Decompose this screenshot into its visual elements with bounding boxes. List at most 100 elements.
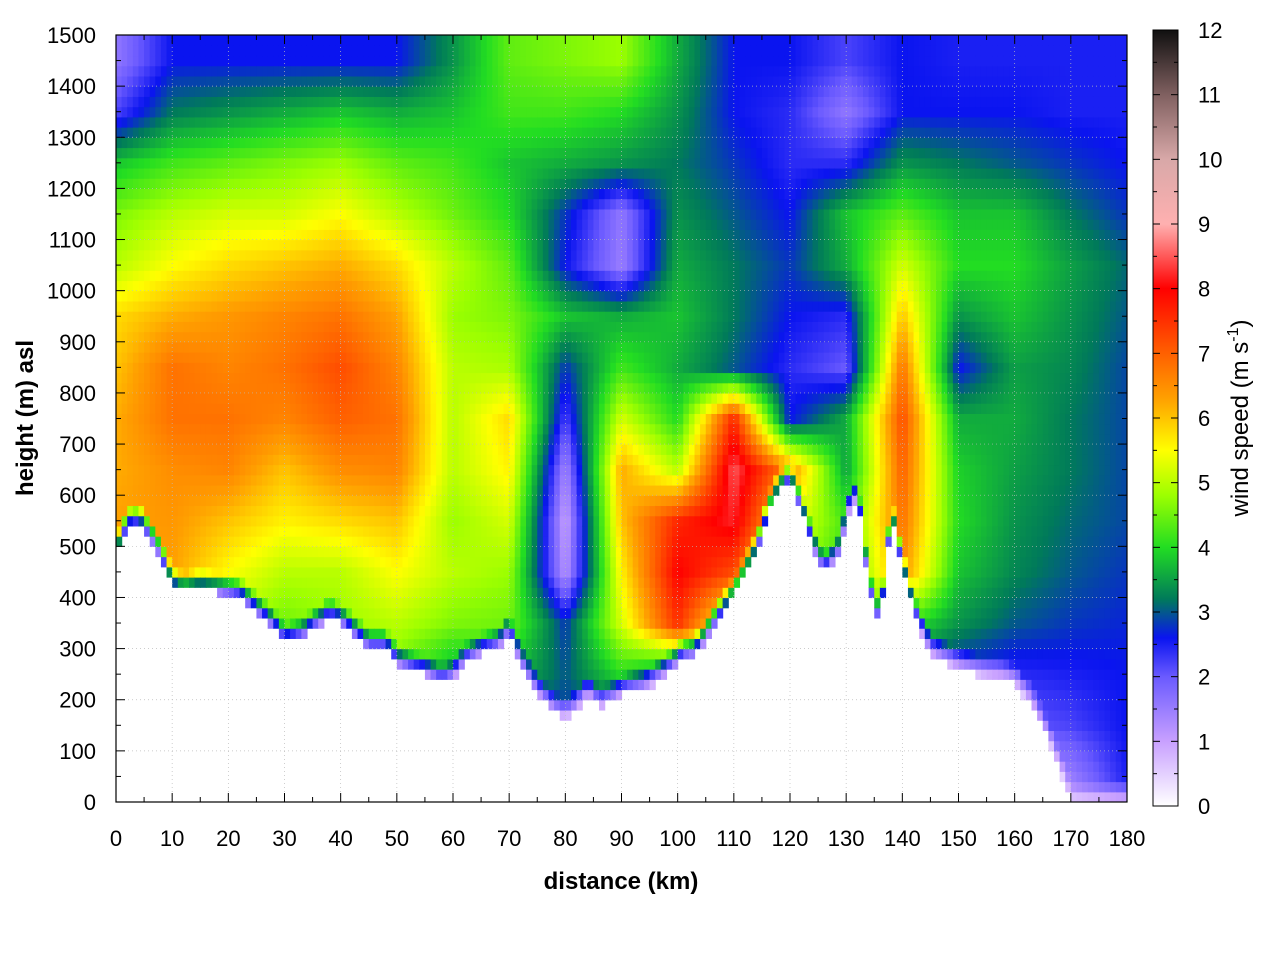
heatmap-cell (357, 515, 364, 527)
heatmap-cell (306, 403, 314, 414)
heatmap-cell (160, 270, 168, 282)
heatmap-cell (582, 137, 589, 149)
heatmap-cell (250, 249, 258, 261)
heatmap-cell (481, 505, 488, 517)
heatmap-cell (458, 352, 465, 363)
heatmap-cell (217, 413, 224, 425)
heatmap-cell (554, 55, 561, 67)
heatmap-cell (239, 249, 246, 261)
heatmap-cell (430, 300, 437, 312)
heatmap-cell (211, 525, 218, 537)
heatmap-cell (172, 331, 179, 343)
heatmap-cell (211, 198, 218, 210)
heatmap-cell (424, 75, 432, 87)
heatmap-cell (509, 321, 516, 333)
heatmap-cell (385, 116, 392, 128)
heatmap-cell (486, 116, 493, 128)
heatmap-cell (312, 403, 319, 414)
heatmap-cell (217, 403, 224, 414)
heatmap-cell (402, 505, 409, 517)
heatmap-cell (385, 444, 392, 455)
heatmap-cell (357, 536, 364, 547)
heatmap-cell (385, 127, 392, 138)
heatmap-cell (458, 454, 465, 466)
heatmap-cell (453, 167, 460, 179)
heatmap-cell (509, 474, 516, 486)
heatmap-cell (205, 311, 213, 322)
heatmap-cell (408, 577, 415, 588)
heatmap-cell (379, 86, 387, 97)
heatmap-cell (256, 495, 263, 507)
heatmap-cell (486, 137, 493, 149)
heatmap-cell (570, 525, 578, 537)
heatmap-cell (172, 35, 179, 46)
heatmap-cell (430, 208, 437, 220)
heatmap-cell (475, 454, 482, 466)
heatmap-cell (509, 392, 516, 404)
heatmap-cell (273, 219, 280, 230)
heatmap-cell (374, 75, 381, 87)
heatmap-cell (250, 444, 258, 455)
heatmap-cell (492, 638, 499, 650)
heatmap-cell (318, 454, 325, 466)
heatmap-cell (121, 444, 128, 455)
heatmap-cell (222, 536, 229, 547)
heatmap-cell (284, 96, 291, 108)
heatmap-cell (172, 423, 179, 435)
heatmap-cell (239, 147, 246, 159)
heatmap-cell (396, 127, 404, 138)
heatmap-cell (200, 372, 207, 384)
heatmap-cell (228, 178, 235, 189)
heatmap-cell (396, 648, 404, 660)
heatmap-cell (368, 536, 375, 547)
heatmap-cell (458, 96, 465, 108)
heatmap-cell (565, 679, 572, 691)
heatmap-cell (116, 474, 123, 486)
heatmap-cell (245, 566, 252, 578)
heatmap-cell (453, 127, 460, 138)
heatmap-cell (424, 178, 432, 189)
heatmap-cell (475, 208, 482, 220)
heatmap-cell (222, 65, 229, 77)
heatmap-cell (144, 321, 151, 333)
heatmap-cell (554, 290, 561, 302)
heatmap-cell (436, 116, 443, 128)
heatmap-cell (228, 433, 235, 445)
heatmap-cell (172, 352, 179, 363)
heatmap-cell (408, 229, 415, 241)
heatmap-cell (312, 331, 319, 343)
heatmap-cell (441, 198, 448, 210)
heatmap-cell (301, 433, 308, 445)
heatmap-cell (497, 474, 505, 486)
heatmap-cell (430, 597, 437, 609)
heatmap-cell (363, 546, 370, 558)
heatmap-cell (267, 300, 274, 312)
heatmap-cell (475, 86, 482, 97)
heatmap-cell (323, 484, 331, 496)
heatmap-cell (587, 689, 595, 701)
heatmap-cell (357, 55, 364, 67)
heatmap-cell (379, 628, 387, 639)
heatmap-cell (183, 55, 190, 67)
heatmap-cell (441, 352, 448, 363)
heatmap-cell (149, 229, 156, 241)
heatmap-cell (267, 331, 274, 343)
heatmap-cell (441, 321, 448, 333)
heatmap-cell (554, 157, 561, 169)
heatmap-cell (166, 96, 173, 108)
heatmap-cell (278, 628, 286, 639)
heatmap-cell (565, 229, 572, 241)
heatmap-cell (357, 464, 364, 476)
heatmap-cell (228, 566, 235, 578)
heatmap-cell (278, 311, 286, 322)
heatmap-cell (520, 392, 527, 404)
heatmap-cell (329, 505, 336, 517)
heatmap-cell (172, 474, 179, 486)
heatmap-cell (329, 423, 336, 435)
heatmap-cell (475, 239, 482, 251)
heatmap-cell (385, 321, 392, 333)
heatmap-cell (363, 259, 370, 271)
heatmap-cell (436, 239, 443, 251)
heatmap-cell (419, 382, 426, 394)
heatmap-cell (593, 679, 600, 691)
